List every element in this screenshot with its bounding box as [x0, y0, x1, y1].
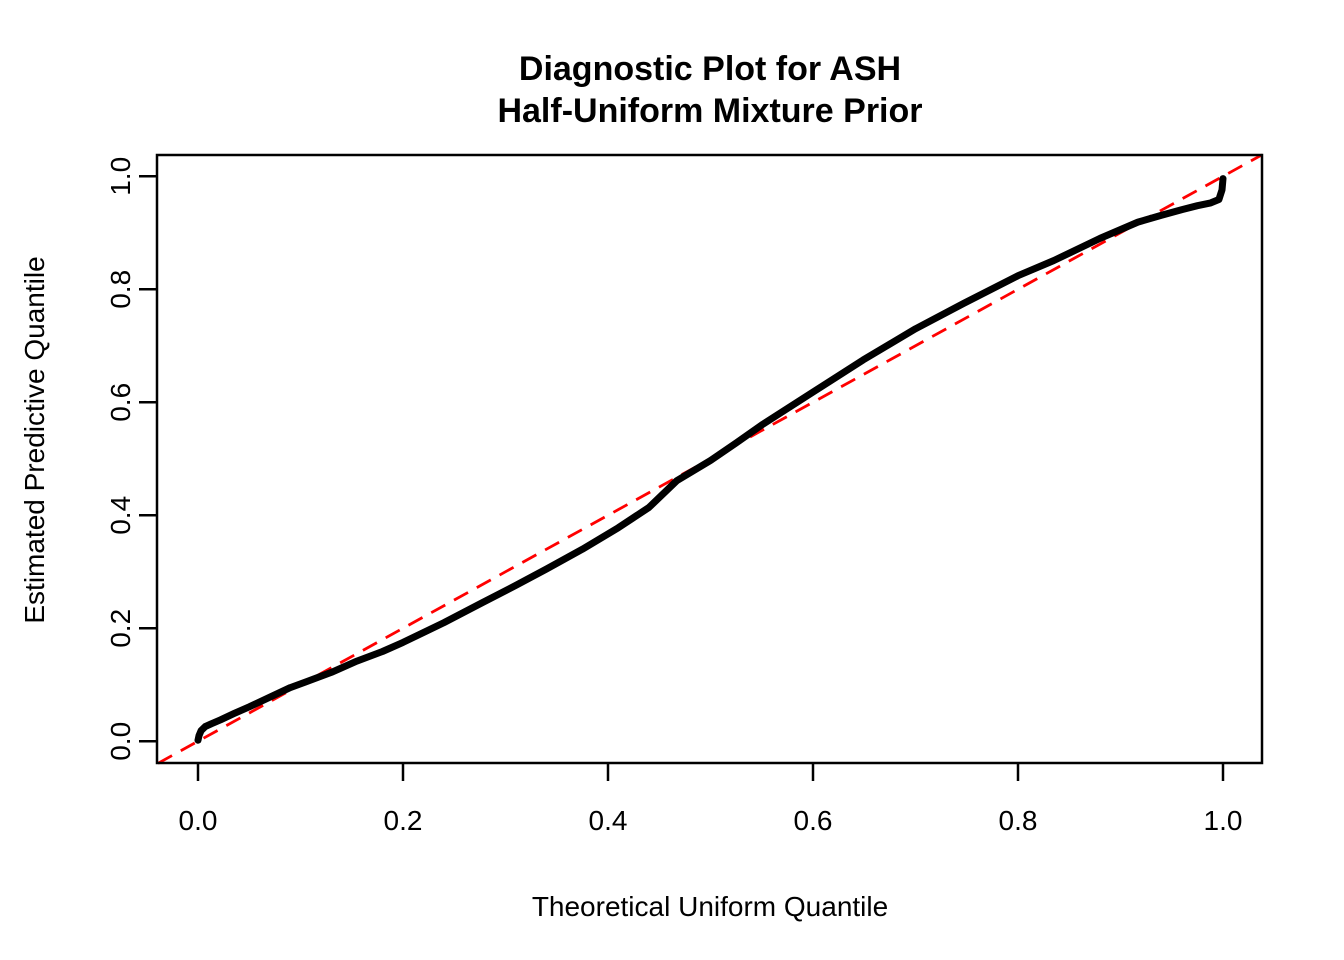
x-tick-label: 0.2: [384, 805, 423, 836]
x-tick-label: 0.8: [999, 805, 1038, 836]
chart-title-line1: Diagnostic Plot for ASH: [519, 50, 901, 88]
x-tick-label: 0.0: [179, 805, 218, 836]
chart-title-line2: Half-Uniform Mixture Prior: [497, 92, 922, 130]
x-tick-label: 0.4: [589, 805, 628, 836]
x-axis: 0.0 0.2 0.4 0.6 0.8 1.0: [179, 763, 1243, 836]
y-tick-label: 0.6: [105, 383, 136, 422]
x-tick-label: 1.0: [1204, 805, 1243, 836]
plot-border-box: [155, 153, 1264, 765]
y-tick-label: 0.8: [105, 270, 136, 309]
x-axis-title: Theoretical Uniform Quantile: [532, 891, 888, 922]
qq-curve: [194, 175, 1227, 744]
y-tick-label: 0.2: [105, 609, 136, 648]
y-tick-label: 0.4: [105, 496, 136, 535]
y-tick-label: 0.0: [105, 722, 136, 761]
curve-layer: [194, 175, 1227, 744]
y-tick-label: 1.0: [105, 157, 136, 196]
x-tick-label: 0.6: [794, 805, 833, 836]
y-axis: 0.0 0.2 0.4 0.6 0.8 1.0: [105, 157, 157, 761]
y-axis-title: Estimated Predictive Quantile: [19, 256, 50, 623]
